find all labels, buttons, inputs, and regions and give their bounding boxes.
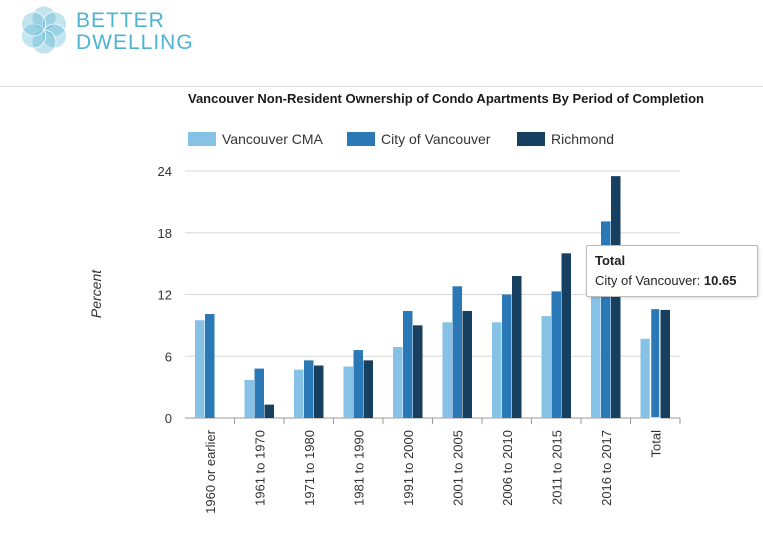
y-axis-label: Percent xyxy=(88,269,104,318)
tooltip-title: Total xyxy=(595,253,626,268)
bar xyxy=(640,338,650,418)
bar xyxy=(462,310,472,418)
bar xyxy=(393,346,403,418)
x-tick-label: 1981 to 1990 xyxy=(351,430,366,506)
brand-line-1: BETTER xyxy=(76,9,165,32)
bar xyxy=(403,310,413,418)
bar xyxy=(294,369,304,418)
x-tick-label: 1960 or earlier xyxy=(203,429,218,513)
bar xyxy=(502,294,512,418)
y-tick-label: 18 xyxy=(158,226,172,241)
bar xyxy=(363,360,373,418)
bar xyxy=(551,291,561,418)
bar xyxy=(452,286,462,418)
x-tick-label: 1991 to 2000 xyxy=(401,430,416,506)
tooltip-value: 10.65 xyxy=(703,273,737,288)
bar xyxy=(492,322,502,418)
site-header: BETTER DWELLING xyxy=(0,0,763,87)
bar xyxy=(343,366,353,418)
x-tick-label: 2011 to 2015 xyxy=(549,430,564,505)
legend-item-richmond[interactable]: Richmond xyxy=(517,131,614,147)
bar xyxy=(195,320,205,418)
bar xyxy=(512,275,522,418)
bar xyxy=(314,365,324,418)
bar xyxy=(304,360,314,418)
tooltip-series: City of Vancouver: xyxy=(595,273,701,288)
legend-item-city-of-vancouver[interactable]: City of Vancouver xyxy=(347,131,490,147)
legend-label-city-of-vancouver: City of Vancouver xyxy=(381,131,491,147)
bar xyxy=(442,322,452,418)
chart-tooltip: Total City of Vancouver: 10.65 xyxy=(586,245,758,297)
legend-swatch-richmond xyxy=(517,132,545,146)
y-tick-label: 0 xyxy=(165,411,172,426)
bar xyxy=(601,221,611,418)
y-tick-label: 24 xyxy=(158,164,172,179)
flower-logo-icon xyxy=(21,5,67,55)
bar xyxy=(413,325,423,418)
bar xyxy=(591,292,601,418)
bar xyxy=(205,314,215,418)
x-tick-label: 1971 to 1980 xyxy=(302,430,317,506)
bar xyxy=(264,404,274,418)
bar xyxy=(541,316,551,418)
legend-label-vancouver-cma: Vancouver CMA xyxy=(222,131,323,147)
bar xyxy=(353,350,363,418)
x-tick-label: Total xyxy=(648,430,663,458)
bar xyxy=(244,379,254,418)
brand-logo-text: BETTER DWELLING xyxy=(76,10,194,54)
x-tick-label: 1961 to 1970 xyxy=(252,430,267,506)
bar xyxy=(649,307,661,419)
brand-line-2: DWELLING xyxy=(76,31,194,54)
bar xyxy=(611,176,621,418)
legend-item-vancouver-cma[interactable]: Vancouver CMA xyxy=(188,131,323,147)
y-tick-label: 12 xyxy=(158,288,172,303)
y-tick-label: 6 xyxy=(165,349,172,364)
tooltip-line: City of Vancouver: 10.65 xyxy=(595,273,736,288)
x-tick-label: 2006 to 2010 xyxy=(500,430,515,506)
bar xyxy=(254,368,264,418)
legend-swatch-vancouver-cma xyxy=(188,132,216,146)
x-tick-label: 2016 to 2017 xyxy=(599,430,614,506)
bar xyxy=(660,309,670,418)
bar xyxy=(561,253,571,418)
legend-label-richmond: Richmond xyxy=(551,131,615,147)
chart-title: Vancouver Non-Resident Ownership of Cond… xyxy=(188,91,704,106)
x-tick-label: 2001 to 2005 xyxy=(450,430,465,506)
legend-swatch-city-of-vancouver xyxy=(347,132,375,146)
